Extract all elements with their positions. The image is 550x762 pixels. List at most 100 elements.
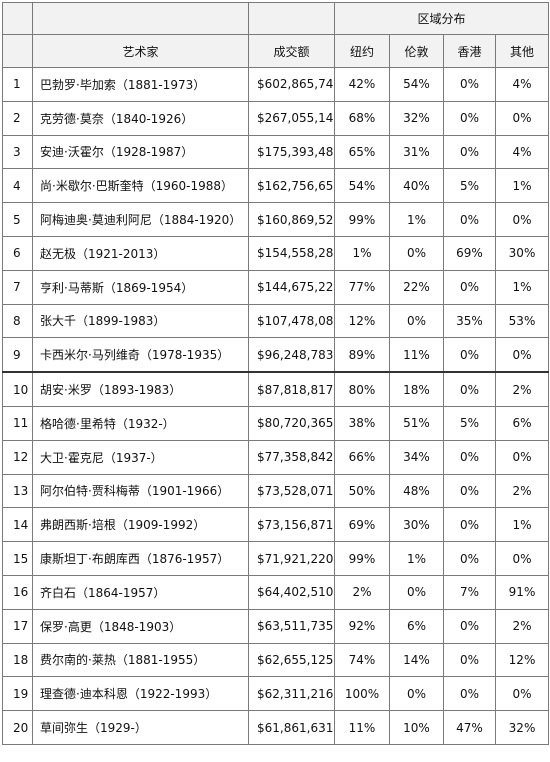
artist-cell: 大卫·霍克尼（1937-）: [32, 439, 249, 475]
region-other-cell: 2%: [494, 473, 550, 509]
region-other-cell: 91%: [494, 574, 550, 610]
table-row: 16 齐白石（1864-1957） $64,402,510 2% 0% 7% 91%: [2, 574, 550, 610]
table-row: 14 弗朗西斯·培根（1909-1992） $73,156,871 69% 30% 0% 1…: [2, 507, 550, 543]
region-other-cell: 0%: [494, 202, 550, 237]
region-ny-cell: 1%: [334, 235, 390, 271]
region-hk-cell: 69%: [443, 235, 496, 271]
artist-cell: 格哈德·里希特（1932-）: [32, 405, 249, 441]
region-other-cell: 2%: [494, 371, 550, 407]
artist-cell: 亨利·马蒂斯（1869-1954）: [32, 269, 249, 305]
region-hk-cell: 0%: [443, 371, 496, 407]
artist-cell: 保罗·高更（1848-1903）: [32, 608, 249, 644]
region-ny-cell: 92%: [334, 608, 390, 644]
artist-cell: 费尔南的·莱热（1881-1955）: [32, 642, 249, 678]
region-other-cell: 6%: [494, 405, 550, 441]
table-row: 18 费尔南的·莱热（1881-1955） $62,655,125 74% 14% 0% 1…: [2, 642, 550, 678]
artist-cell: 张大千（1899-1983）: [32, 303, 249, 339]
region-london-cell: 0%: [389, 235, 444, 271]
amount-cell: $160,869,523: [248, 202, 335, 237]
region-london-cell: 51%: [389, 405, 444, 441]
region-london-cell: 0%: [389, 676, 444, 712]
region-ny-cell: 2%: [334, 574, 390, 610]
region-hk-cell: 0%: [443, 473, 496, 509]
artist-cell: 齐白石（1864-1957）: [32, 574, 249, 610]
amount-cell: $154,558,288: [248, 235, 335, 271]
artist-cell: 阿梅迪奥·莫迪利阿尼（1884-1920）: [32, 202, 249, 237]
region-ny-cell: 12%: [334, 303, 390, 339]
region-hk-cell: 0%: [443, 676, 496, 712]
region-london-cell: 14%: [389, 642, 444, 678]
amount-cell: $64,402,510: [248, 574, 335, 610]
region-ny-cell: 77%: [334, 269, 390, 305]
table-row: 12 大卫·霍克尼（1937-） $77,358,842 66% 34% 0% 0%: [2, 439, 550, 475]
region-ny-cell: 38%: [334, 405, 390, 441]
artist-cell: 弗朗西斯·培根（1909-1992）: [32, 507, 249, 543]
amount-cell: $162,756,656: [248, 168, 335, 204]
region-hk-cell: 7%: [443, 574, 496, 610]
header-blank-artist: [32, 2, 249, 35]
rank-cell: 14: [2, 507, 33, 543]
rank-cell: 20: [2, 710, 33, 745]
region-other-cell: 0%: [494, 100, 550, 136]
region-london-cell: 32%: [389, 100, 444, 136]
amount-cell: $73,156,871: [248, 507, 335, 543]
rank-cell: 12: [2, 439, 33, 475]
table-row: 8 张大千（1899-1983） $107,478,086 12% 0% 35% 53%: [2, 303, 550, 339]
region-hk-cell: 0%: [443, 608, 496, 644]
table-row: 10 胡安·米罗（1893-1983） $87,818,817 80% 18% 0% 2%: [2, 371, 550, 407]
rank-cell: 1: [2, 67, 33, 102]
region-hk-cell: 0%: [443, 202, 496, 237]
rank-cell: 19: [2, 676, 33, 712]
table-row: 7 亨利·马蒂斯（1869-1954） $144,675,227 77% 22% 0% 1%: [2, 269, 550, 305]
region-ny-cell: 80%: [334, 371, 390, 407]
region-ny-cell: 42%: [334, 67, 390, 102]
header-region-hk: 香港: [443, 34, 496, 68]
rank-cell: 15: [2, 541, 33, 576]
region-ny-cell: 69%: [334, 507, 390, 543]
header-artist: 艺术家: [32, 34, 249, 68]
header-region-london: 伦敦: [389, 34, 444, 68]
rank-cell: 13: [2, 473, 33, 509]
amount-cell: $71,921,220: [248, 541, 335, 576]
region-other-cell: 0%: [494, 541, 550, 576]
amount-cell: $80,720,365: [248, 405, 335, 441]
rank-cell: 10: [2, 371, 33, 407]
table-row: 9 卡西米尔·马列维奇（1978-1935） $96,248,783 89% 11% 0%…: [2, 337, 550, 374]
region-london-cell: 34%: [389, 439, 444, 475]
artist-cell: 安迪·沃霍尔（1928-1987）: [32, 134, 249, 170]
rank-cell: 7: [2, 269, 33, 305]
region-london-cell: 11%: [389, 337, 444, 374]
region-ny-cell: 89%: [334, 337, 390, 374]
amount-cell: $62,655,125: [248, 642, 335, 678]
amount-cell: $73,528,071: [248, 473, 335, 509]
region-hk-cell: 0%: [443, 100, 496, 136]
amount-cell: $62,311,216: [248, 676, 335, 712]
rank-cell: 5: [2, 202, 33, 237]
region-london-cell: 0%: [389, 303, 444, 339]
region-other-cell: 0%: [494, 337, 550, 374]
region-ny-cell: 54%: [334, 168, 390, 204]
amount-cell: $87,818,817: [248, 371, 335, 407]
region-other-cell: 1%: [494, 269, 550, 305]
header-region-other: 其他: [494, 34, 550, 68]
rank-cell: 16: [2, 574, 33, 610]
amount-cell: $175,393,487: [248, 134, 335, 170]
region-other-cell: 30%: [494, 235, 550, 271]
region-ny-cell: 11%: [334, 710, 390, 745]
header-blank-rank: [2, 2, 33, 35]
region-ny-cell: 99%: [334, 541, 390, 576]
region-hk-cell: 5%: [443, 168, 496, 204]
region-london-cell: 31%: [389, 134, 444, 170]
rank-cell: 9: [2, 337, 33, 374]
amount-cell: $267,055,149: [248, 100, 335, 136]
artist-cell: 卡西米尔·马列维奇（1978-1935）: [32, 337, 249, 374]
region-other-cell: 0%: [494, 676, 550, 712]
table-row: 5 阿梅迪奥·莫迪利阿尼（1884-1920） $160,869,523 99% 1% 0…: [2, 202, 550, 237]
region-london-cell: 22%: [389, 269, 444, 305]
header-rank: [2, 34, 33, 68]
region-other-cell: 1%: [494, 507, 550, 543]
amount-cell: $602,865,747: [248, 67, 335, 102]
region-other-cell: 0%: [494, 439, 550, 475]
artist-cell: 阿尔伯特·贾科梅蒂（1901-1966）: [32, 473, 249, 509]
